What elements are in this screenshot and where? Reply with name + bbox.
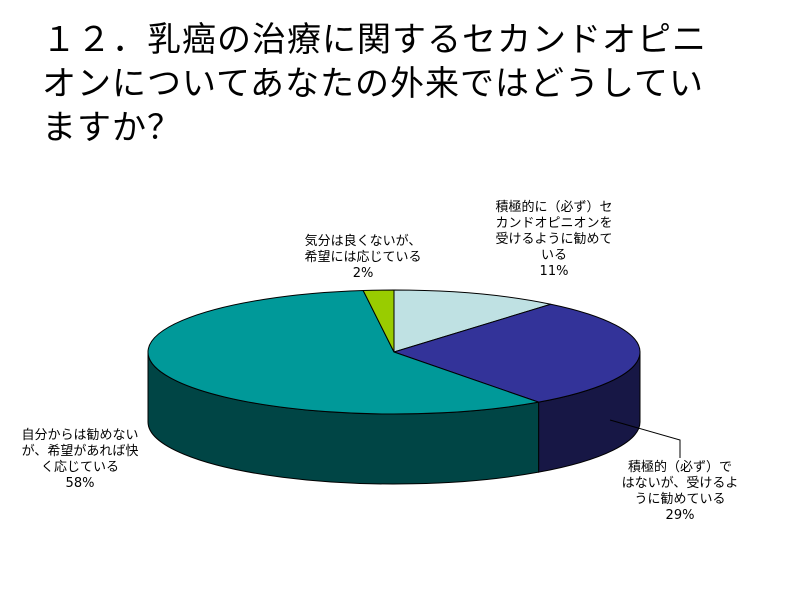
slice-label-4: 気分は良くないが、 希望には応じている 2% <box>278 234 448 282</box>
slice-value-3: 58% <box>65 476 95 491</box>
slice-label-2: 積極的（必ず）で はないが、受けるよ うに勧めている 29% <box>590 460 770 524</box>
slice-value-2: 29% <box>665 508 695 523</box>
pie-slice-3 <box>147 289 541 415</box>
slice-value-1: 11% <box>539 264 569 279</box>
pie-slice-4 <box>362 289 395 353</box>
page-title: １２．乳癌の治療に関するセカンドオピニ オンについてあなたの外来ではどうしてい … <box>42 18 762 150</box>
pie-slice-2 <box>392 303 641 403</box>
slice-value-4: 2% <box>352 266 374 281</box>
pie-slice-1 <box>393 289 551 353</box>
leader-line <box>609 419 681 458</box>
title-line-3: ますか？ <box>42 108 182 148</box>
slice-label-1: 積極的に（必ず）セ カンドオピニオンを 受けるように勧めて いる 11% <box>470 200 638 280</box>
slice-label-3: 自分からは勧めない が、希望があれば快 く応じている 58% <box>0 428 160 492</box>
title-line-1: １２．乳癌の治療に関するセカンドオピニ <box>42 20 707 60</box>
title-line-2: オンについてあなたの外来ではどうしてい <box>42 64 704 104</box>
